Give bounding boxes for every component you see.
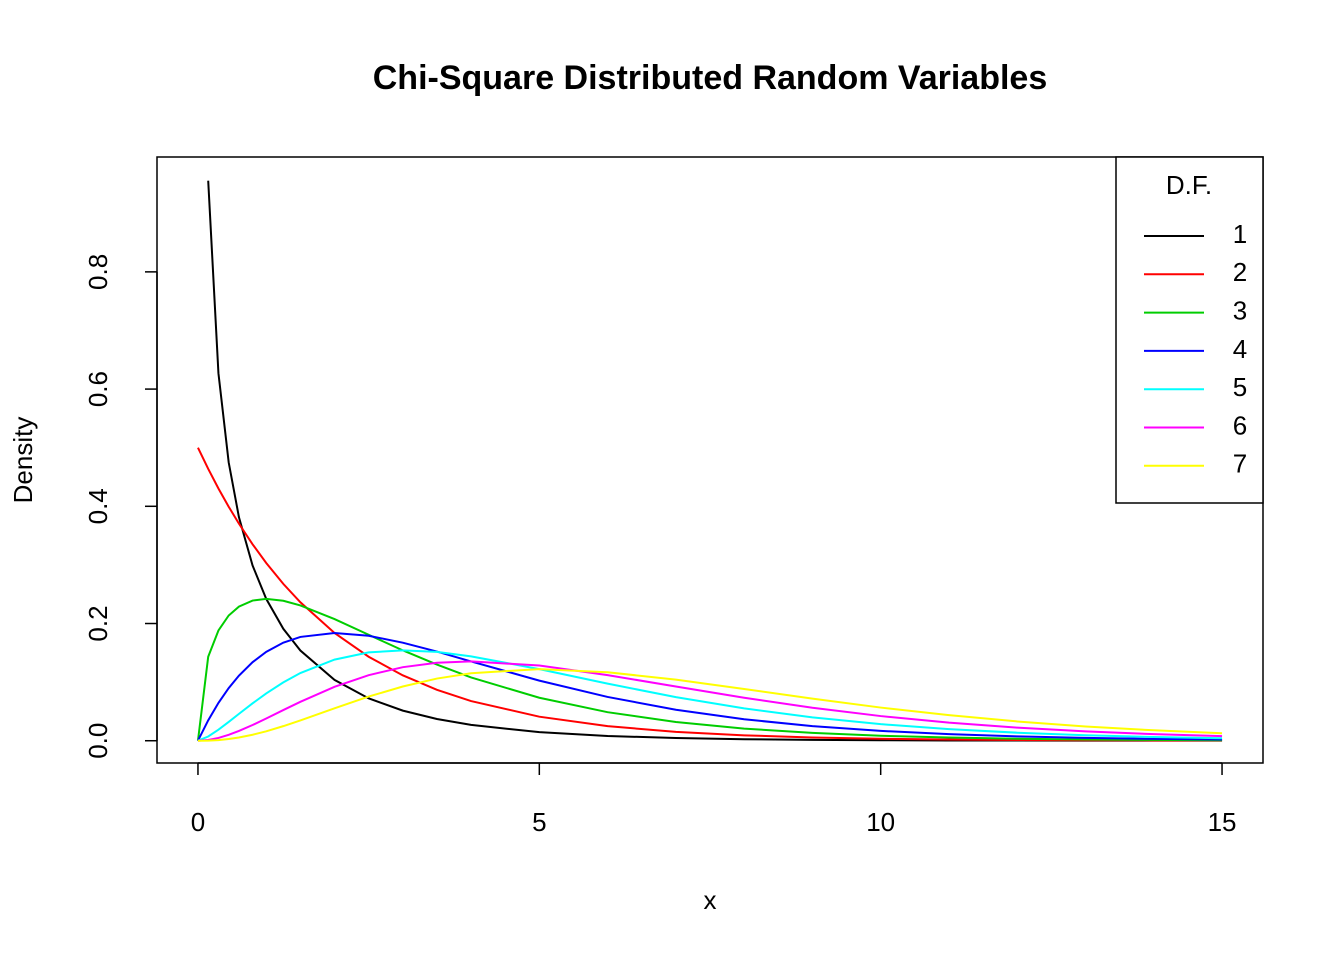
series-line bbox=[207, 180, 1223, 742]
y-tick-label: 0.0 bbox=[83, 723, 113, 759]
y-tick-label: 0.8 bbox=[83, 254, 113, 290]
series-line bbox=[197, 649, 1223, 742]
legend-title: D.F. bbox=[1166, 170, 1212, 200]
x-tick-label: 10 bbox=[866, 807, 895, 837]
plot-frame bbox=[156, 156, 1264, 764]
series-line bbox=[197, 668, 1223, 742]
y-axis-label: Density bbox=[8, 417, 38, 504]
x-tick-label: 5 bbox=[532, 807, 546, 837]
x-tick-label: 0 bbox=[191, 807, 205, 837]
legend-box bbox=[1115, 156, 1264, 504]
legend-label: 6 bbox=[1233, 410, 1247, 440]
series-line bbox=[196, 597, 1223, 742]
x-axis-label: x bbox=[704, 885, 717, 915]
y-tick-label: 0.2 bbox=[83, 605, 113, 641]
y-tick-label: 0.6 bbox=[83, 371, 113, 407]
legend-label: 4 bbox=[1233, 334, 1247, 364]
legend-label: 3 bbox=[1233, 295, 1247, 325]
x-tick-label: 15 bbox=[1208, 807, 1237, 837]
series-line bbox=[197, 660, 1223, 742]
chart-title: Chi-Square Distributed Random Variables bbox=[373, 59, 1047, 97]
series-line bbox=[197, 447, 1223, 742]
legend-label: 5 bbox=[1233, 372, 1247, 402]
legend-label: 7 bbox=[1233, 449, 1247, 479]
legend-label: 1 bbox=[1233, 219, 1247, 249]
y-tick-label: 0.4 bbox=[83, 488, 113, 524]
legend-label: 2 bbox=[1233, 257, 1247, 287]
